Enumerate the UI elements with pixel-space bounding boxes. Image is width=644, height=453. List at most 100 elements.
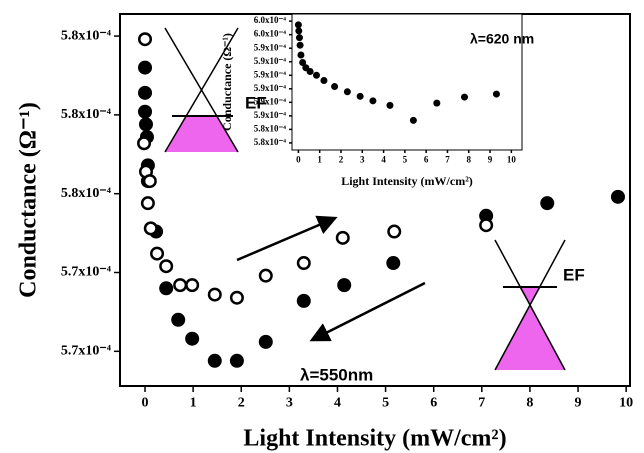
data-point <box>294 21 302 29</box>
y-tick-label: 5.8x10⁻⁴ <box>61 107 112 122</box>
x-tick-label: 2 <box>339 154 344 164</box>
data-point <box>138 32 153 47</box>
y-axis-label: Conductance (Ω⁻¹) <box>220 33 234 131</box>
data-point <box>299 58 307 66</box>
data-point <box>258 268 273 283</box>
x-axis-label: Light Intensity (mW/cm²) <box>341 174 473 188</box>
data-point <box>306 68 314 76</box>
data-point <box>386 101 394 109</box>
x-tick-label: 3 <box>360 154 365 164</box>
data-point <box>387 224 402 239</box>
y-tick-label: 5.8x10⁻⁴ <box>61 28 112 43</box>
data-point <box>296 256 311 271</box>
data-point <box>142 174 157 189</box>
x-tick-label: 5 <box>403 154 408 164</box>
band-diagram-top <box>164 27 239 153</box>
x-tick-label: 1 <box>317 154 322 164</box>
y-tick-label: 6.0x10⁻⁴ <box>254 29 287 39</box>
x-tick-label: 6 <box>424 154 429 164</box>
x-tick-label: 9 <box>575 395 582 410</box>
data-point <box>207 287 222 302</box>
y-axis-label: Conductance (Ω⁻¹) <box>16 102 42 298</box>
data-point <box>492 90 500 98</box>
data-point <box>258 334 273 349</box>
x-tick-label: 7 <box>478 395 485 410</box>
x-tick-label: 5 <box>382 395 389 410</box>
y-tick-label: 5.8x10⁻⁴ <box>61 186 112 201</box>
data-point <box>337 278 352 293</box>
x-tick-label: 8 <box>467 154 472 164</box>
x-tick-label: 10 <box>619 395 633 410</box>
data-point <box>433 99 441 107</box>
x-tick-label: 6 <box>430 395 437 410</box>
annotation: λ=550nm <box>300 365 373 384</box>
arrow-down <box>309 281 426 342</box>
x-tick-label: 4 <box>381 154 386 164</box>
data-point <box>461 93 468 101</box>
annotation: EF <box>245 93 267 112</box>
data-point <box>610 189 625 204</box>
data-point <box>409 116 417 124</box>
y-tick-label: 6.0x10⁻⁴ <box>254 15 287 25</box>
data-point <box>343 88 351 96</box>
x-tick-label: 10 <box>507 154 517 164</box>
data-point <box>143 221 158 236</box>
data-point <box>479 218 494 233</box>
x-axis-label: Light Intensity (mW/cm²) <box>243 426 506 452</box>
data-point <box>229 353 244 368</box>
data-point <box>312 71 320 79</box>
data-point <box>386 256 401 271</box>
plot-frame <box>291 13 523 151</box>
data-point <box>138 104 153 119</box>
data-point <box>540 196 555 211</box>
y-tick-label: 5.9x10⁻⁴ <box>254 69 287 79</box>
data-point <box>331 83 339 91</box>
data-point <box>356 92 364 100</box>
data-point <box>137 136 152 151</box>
data-point <box>171 312 186 327</box>
data-point <box>159 259 174 274</box>
data-point <box>295 34 303 42</box>
y-tick-label: 5.9x10⁻⁴ <box>254 83 287 93</box>
arrow-up <box>236 215 338 262</box>
y-tick-label: 5.9x10⁻⁴ <box>254 96 287 106</box>
data-point <box>297 51 305 59</box>
data-point <box>140 196 155 211</box>
x-tick-label: 7 <box>445 154 450 164</box>
data-point <box>138 60 153 75</box>
y-tick-label: 5.8x10⁻⁴ <box>254 137 287 147</box>
y-tick-label: 5.7x10⁻⁴ <box>61 265 112 280</box>
x-tick-label: 0 <box>296 154 301 164</box>
data-point <box>296 293 311 308</box>
data-point <box>295 27 303 35</box>
data-point <box>185 278 200 293</box>
annotation: EF <box>563 265 585 284</box>
data-point <box>173 278 188 293</box>
data-point <box>369 97 377 105</box>
y-tick-label: 5.7x10⁻⁴ <box>61 344 112 359</box>
y-tick-label: 5.9x10⁻⁴ <box>254 56 287 66</box>
data-point <box>185 331 200 346</box>
data-point <box>320 77 328 85</box>
x-tick-label: 3 <box>286 395 293 410</box>
data-point <box>159 281 174 296</box>
x-tick-label: 2 <box>238 395 245 410</box>
annotation: λ=620 nm <box>470 31 534 47</box>
x-tick-label: 0 <box>142 395 149 410</box>
data-point <box>229 290 244 305</box>
band-diagram-bottom <box>494 239 566 371</box>
x-tick-label: 8 <box>526 395 533 410</box>
y-tick-label: 5.8x10⁻⁴ <box>254 123 287 133</box>
inset-background <box>292 14 522 150</box>
data-point <box>138 85 153 100</box>
data-point <box>207 353 222 368</box>
y-tick-label: 5.9x10⁻⁴ <box>254 42 287 52</box>
x-tick-label: 9 <box>488 154 493 164</box>
data-point <box>296 41 304 49</box>
data-point <box>335 230 350 245</box>
data-point <box>150 246 165 261</box>
data-point <box>138 117 153 132</box>
y-tick-label: 5.9x10⁻⁴ <box>254 110 287 120</box>
x-tick-label: 1 <box>190 395 197 410</box>
